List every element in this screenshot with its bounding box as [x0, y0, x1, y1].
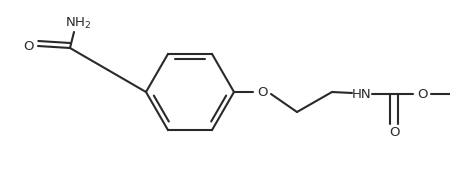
- Text: O: O: [417, 88, 427, 101]
- Text: O: O: [23, 40, 33, 53]
- Text: O: O: [389, 126, 399, 139]
- Text: HN: HN: [352, 88, 372, 101]
- Text: NH$_2$: NH$_2$: [65, 15, 91, 31]
- Text: O: O: [257, 85, 267, 98]
